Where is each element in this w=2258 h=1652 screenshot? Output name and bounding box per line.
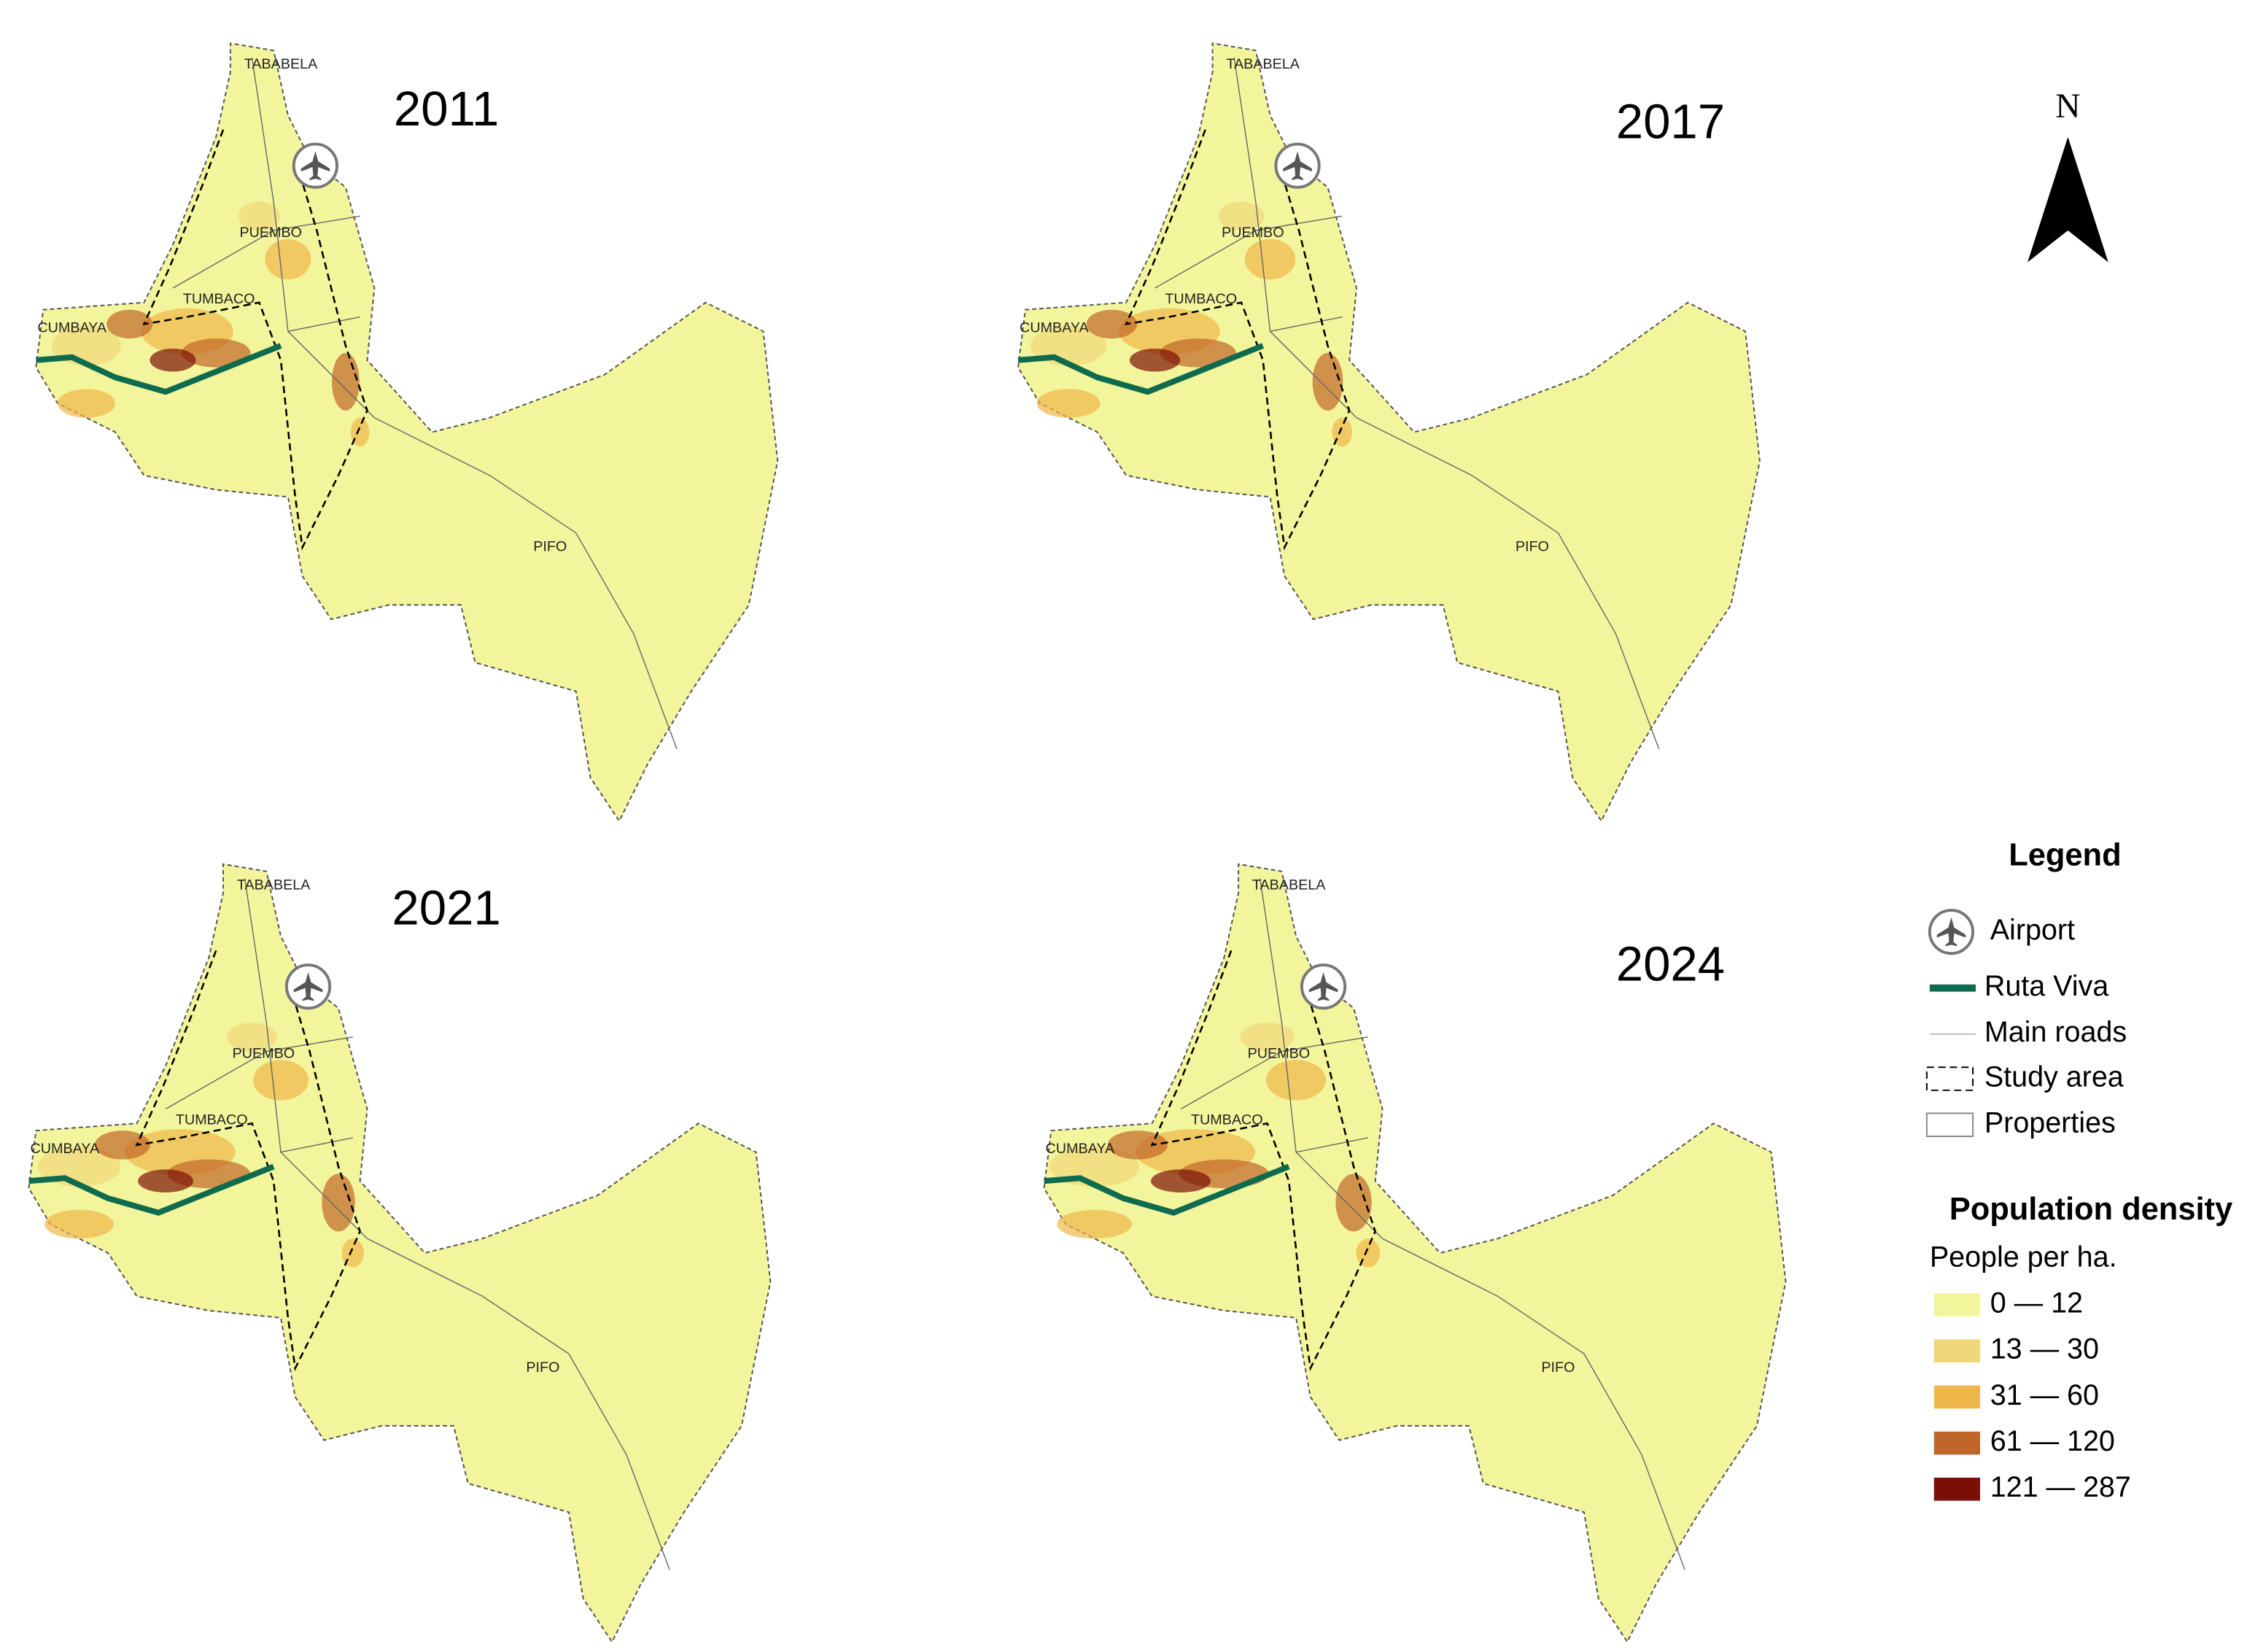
density-area xyxy=(1036,389,1101,418)
legend-item: Ruta Viva xyxy=(1985,970,2108,1002)
density-area xyxy=(1312,352,1343,411)
ruta-viva xyxy=(28,1163,275,1216)
density-area xyxy=(253,1060,309,1101)
airport-icon xyxy=(292,142,339,189)
properties-symbol xyxy=(1925,1112,1974,1137)
year-label: 2021 xyxy=(392,881,500,936)
density-area xyxy=(1218,201,1265,231)
density-label: 31 — 60 xyxy=(1990,1379,2099,1411)
study-area xyxy=(1124,129,1351,551)
place-label: CUMBAYA xyxy=(1046,1141,1115,1157)
place-label: CUMBAYA xyxy=(37,320,106,336)
place-label: TUMBACO xyxy=(176,1112,248,1128)
density-area xyxy=(1244,239,1296,280)
place-label: CUMBAYA xyxy=(1020,320,1089,336)
study-area xyxy=(1150,950,1377,1372)
place-label: TABABELA xyxy=(237,877,311,893)
legend-item: Airport xyxy=(1990,914,2075,946)
place-label: TUMBACO xyxy=(1191,1112,1263,1128)
density-label: 121 — 287 xyxy=(1990,1471,2131,1503)
density-area xyxy=(331,352,360,411)
ruta-viva xyxy=(1017,343,1265,395)
study-area-symbol xyxy=(1925,1066,1974,1091)
density-swatch xyxy=(1933,1339,1980,1362)
airport-icon xyxy=(284,963,332,1010)
region-shape xyxy=(28,863,772,1643)
legend-item: Study area xyxy=(1985,1060,2124,1093)
airport-symbol xyxy=(1928,909,1975,955)
density-area xyxy=(44,1209,114,1239)
place-label: TUMBACO xyxy=(183,291,255,307)
place-label: PIFO xyxy=(1516,539,1549,555)
year-label: 2024 xyxy=(1616,937,1725,992)
density-title: Population density xyxy=(1949,1192,2232,1227)
density-area xyxy=(1265,1060,1327,1101)
main-roads xyxy=(1155,58,1660,750)
legend-item: Main roads xyxy=(1985,1016,2127,1048)
place-label: TABABELA xyxy=(1226,56,1300,72)
place-label: PUEMBO xyxy=(239,225,302,241)
density-area xyxy=(1335,1174,1372,1232)
panels: TABABELAPUEMBOTUMBACOCUMBAYAPIFO2011TABA… xyxy=(28,42,1787,1643)
density-area xyxy=(57,389,115,418)
density-area xyxy=(1107,1131,1168,1160)
place-label: PIFO xyxy=(533,539,567,555)
place-label: PUEMBO xyxy=(1222,225,1284,241)
ruta-viva xyxy=(1044,1163,1290,1216)
main-roads xyxy=(165,878,670,1570)
density-label: 61 — 120 xyxy=(1990,1425,2115,1457)
airport-icon xyxy=(1300,963,1347,1010)
density-swatch xyxy=(1933,1385,1980,1409)
density-swatch xyxy=(1933,1293,1980,1316)
place-label: PUEMBO xyxy=(1248,1046,1311,1062)
study-area xyxy=(135,950,361,1372)
density-area xyxy=(322,1174,355,1232)
density-area xyxy=(227,1023,277,1052)
place-label: TABABELA xyxy=(1252,877,1326,893)
study-area xyxy=(142,129,368,551)
density-swatch xyxy=(1933,1477,1980,1501)
year-label: 2017 xyxy=(1616,95,1725,150)
north-label: N xyxy=(2055,88,2080,125)
density-area xyxy=(1356,1238,1381,1268)
density-area xyxy=(238,201,280,231)
density-label: 0 — 12 xyxy=(1990,1287,2083,1319)
density-area xyxy=(106,309,153,339)
place-label: TUMBACO xyxy=(1165,291,1237,307)
density-area xyxy=(150,348,196,372)
main-roads xyxy=(172,58,678,750)
year-label: 2011 xyxy=(394,82,499,136)
density-area xyxy=(1240,1023,1295,1052)
density-area xyxy=(1086,309,1138,339)
map-panel: TABABELA PUEMBO TUMBACO CUMBAYA PIFO 2011 xyxy=(35,42,779,822)
map-panel: TABABELA PUEMBO TUMBACO CUMBAYA PIFO 2021 xyxy=(28,863,772,1643)
legend: Legend Population density People per ha.… xyxy=(1925,837,2232,1503)
density-subtitle: People per ha. xyxy=(1930,1241,2117,1273)
place-label: TABABELA xyxy=(244,56,318,72)
density-area xyxy=(265,239,311,280)
density-area xyxy=(1129,348,1181,372)
main-roads xyxy=(1180,878,1685,1570)
north-arrow xyxy=(2028,136,2108,263)
density-area xyxy=(138,1169,193,1193)
place-label: PUEMBO xyxy=(233,1046,295,1062)
map-panel: TABABELA PUEMBO TUMBACO CUMBAYA PIFO 2017 xyxy=(1017,42,1761,822)
density-area xyxy=(181,338,251,368)
place-label: PIFO xyxy=(1541,1360,1575,1376)
density-area xyxy=(1057,1209,1132,1239)
legend-item: Properties xyxy=(1985,1107,2116,1139)
legend-title: Legend xyxy=(2009,837,2121,872)
airport-icon xyxy=(1274,142,1321,189)
ruta-viva xyxy=(36,343,282,395)
place-label: CUMBAYA xyxy=(31,1141,100,1157)
place-label: PIFO xyxy=(526,1360,559,1376)
map-panel: TABABELA PUEMBO TUMBACO CUMBAYA PIFO 2024 xyxy=(1043,863,1787,1643)
density-area xyxy=(94,1131,150,1160)
region-shape xyxy=(1017,42,1761,822)
region-shape xyxy=(35,42,779,822)
density-swatch xyxy=(1933,1431,1980,1455)
density-label: 13 — 30 xyxy=(1990,1333,2099,1365)
density-area xyxy=(1151,1169,1211,1193)
